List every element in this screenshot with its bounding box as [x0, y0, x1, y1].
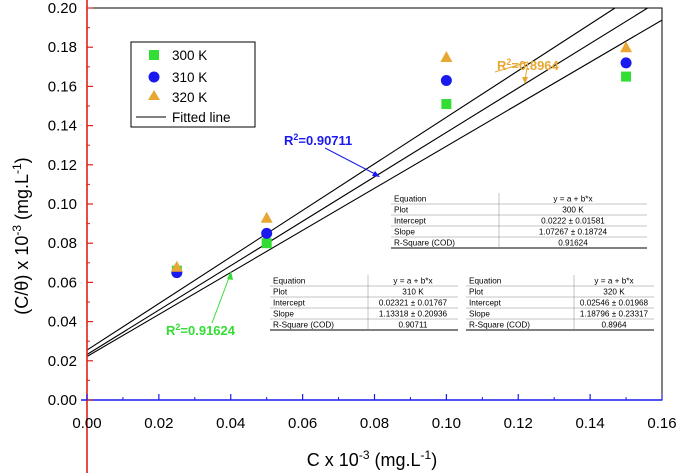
fit-table-key: Slope — [469, 310, 490, 319]
fit-table-value: 0.0222 ± 0.01581 — [541, 217, 605, 226]
fit-table-key: Equation — [273, 277, 306, 286]
fit-table-key: R-Square (COD) — [273, 321, 334, 330]
x-tick-label: 0.08 — [360, 415, 389, 432]
fit-table-value: 0.02546 ± 0.01968 — [580, 299, 649, 308]
x-axis-label: C x 10-3 (mg.L-1) — [307, 448, 437, 470]
data-point-320k — [260, 211, 273, 223]
fit-tables: Equation y = a + b*x Plot 300 K Intercept 0.0… — [270, 193, 654, 331]
r2-arrow-310k — [324, 147, 378, 176]
x-tick-label: 0.14 — [576, 415, 605, 432]
r2-label-300k: R2=0.91624 — [166, 322, 236, 338]
y-tick-label: 0.00 — [48, 392, 77, 409]
fit-table-bg — [466, 275, 654, 330]
data-point-320k — [170, 260, 183, 272]
fit-table-key: Intercept — [469, 299, 502, 308]
y-tick-label: 0.08 — [48, 235, 77, 252]
y-tick-label: 0.02 — [48, 353, 77, 370]
x-tick-label: 0.12 — [504, 415, 533, 432]
data-point-310k — [440, 75, 452, 87]
fit-table-key: Plot — [469, 288, 484, 297]
fit-table-key: R-Square (COD) — [469, 321, 530, 330]
legend-label-fitted-line: Fitted line — [172, 110, 231, 125]
r2-arrow-300k — [211, 274, 231, 324]
data-point-300k — [441, 99, 452, 110]
tick-labels: 0.00 0.02 0.04 0.06 0.08 0.10 0.12 0.14 0.16 0.18… — [48, 0, 677, 432]
fit-table-key: Equation — [469, 277, 502, 286]
data-point-300k — [261, 238, 272, 249]
y-tick-label: 0.04 — [48, 314, 77, 331]
r2-arrowhead-320k — [522, 77, 528, 84]
fit-table-value: 0.02321 ± 0.01767 — [379, 299, 448, 308]
legend-circle-marker — [148, 71, 160, 83]
x-tick-label: 0.02 — [144, 415, 173, 432]
y-tick-label: 0.06 — [48, 274, 77, 291]
x-tick-label: 0.04 — [216, 415, 245, 432]
y-tick-label: 0.14 — [48, 118, 77, 135]
legend-square-marker — [149, 50, 159, 60]
fit-table-value: y = a + b*x — [393, 277, 432, 286]
x-tick-label: 0.00 — [72, 415, 101, 432]
fitted-line-310k — [86, 7, 648, 355]
x-tick-label: 0.06 — [288, 415, 317, 432]
y-tick-label: 0.10 — [48, 196, 77, 213]
fit-table-bg — [391, 193, 647, 248]
r2-arrowhead-310k — [372, 171, 380, 177]
legend-triangle-marker — [148, 90, 160, 100]
r2-arrow-320k — [494, 61, 529, 73]
fit-table-2: Equation y = a + b*x Plot 310 K Intercept 0.0… — [270, 275, 458, 331]
fit-table-value: 1.18796 ± 0.23317 — [580, 310, 649, 319]
r2-arrowhead-300k — [227, 271, 233, 280]
fit-table-key: Equation — [394, 195, 427, 204]
fit-table-key: Intercept — [273, 299, 306, 308]
y-axis-label: (C/θ) x 10-3 (mg.L-1) — [10, 157, 32, 314]
fit-table-key: Plot — [273, 288, 288, 297]
fit-table-key: Slope — [394, 228, 415, 237]
x-tick-label: 0.16 — [647, 415, 676, 432]
fit-table-value: 1.07267 ± 0.18724 — [539, 228, 608, 237]
axes — [81, 0, 663, 473]
y-tick-label: 0.12 — [48, 157, 77, 174]
fit-table-bg — [270, 275, 458, 330]
fit-table-1: Equation y = a + b*x Plot 300 K Intercept 0.0… — [391, 193, 647, 249]
legend: 300 K 310 K 320 K Fitted line — [130, 41, 256, 128]
fit-table-value: y = a + b*x — [594, 277, 633, 286]
data-point-310k — [261, 227, 273, 239]
r2-annotations: R2=0.8964 R2=0.90711 R2=0.91624 — [166, 57, 560, 338]
fit-table-value: 0.8964 — [601, 321, 626, 330]
fit-table-value: 0.90711 — [399, 321, 428, 330]
fit-table-value: 300 K — [562, 206, 584, 215]
y-tick-label: 0.20 — [48, 0, 77, 17]
data-points — [170, 41, 633, 279]
fit-table-key: Plot — [394, 206, 409, 215]
fitted-line-300k — [86, 19, 663, 357]
x-tick-label: 0.10 — [432, 415, 461, 432]
fit-table-value: 1.13318 ± 0.20936 — [379, 310, 448, 319]
r2-label-320k: R2=0.8964 — [497, 57, 560, 73]
legend-label-300k: 300 K — [172, 48, 207, 63]
data-point-320k — [620, 41, 633, 53]
fit-table-key: Intercept — [394, 217, 427, 226]
y-tick-label: 0.16 — [48, 78, 77, 95]
fit-table-key: R-Square (COD) — [394, 239, 455, 248]
fit-table-value: 320 K — [603, 288, 625, 297]
fit-table-3: Equation y = a + b*x Plot 320 K Intercept 0.0… — [466, 275, 654, 331]
data-point-300k — [621, 71, 632, 82]
legend-label-320k: 320 K — [172, 90, 207, 105]
fit-table-value: 310 K — [402, 288, 424, 297]
fit-table-value: y = a + b*x — [553, 195, 592, 204]
legend-label-310k: 310 K — [172, 70, 207, 85]
y-tick-label: 0.18 — [48, 39, 77, 56]
fit-table-key: Slope — [273, 310, 294, 319]
data-point-310k — [620, 57, 632, 69]
r2-label-310k: R2=0.90711 — [284, 132, 352, 148]
fit-table-value: 0.91624 — [558, 239, 588, 248]
data-point-320k — [440, 51, 453, 62]
